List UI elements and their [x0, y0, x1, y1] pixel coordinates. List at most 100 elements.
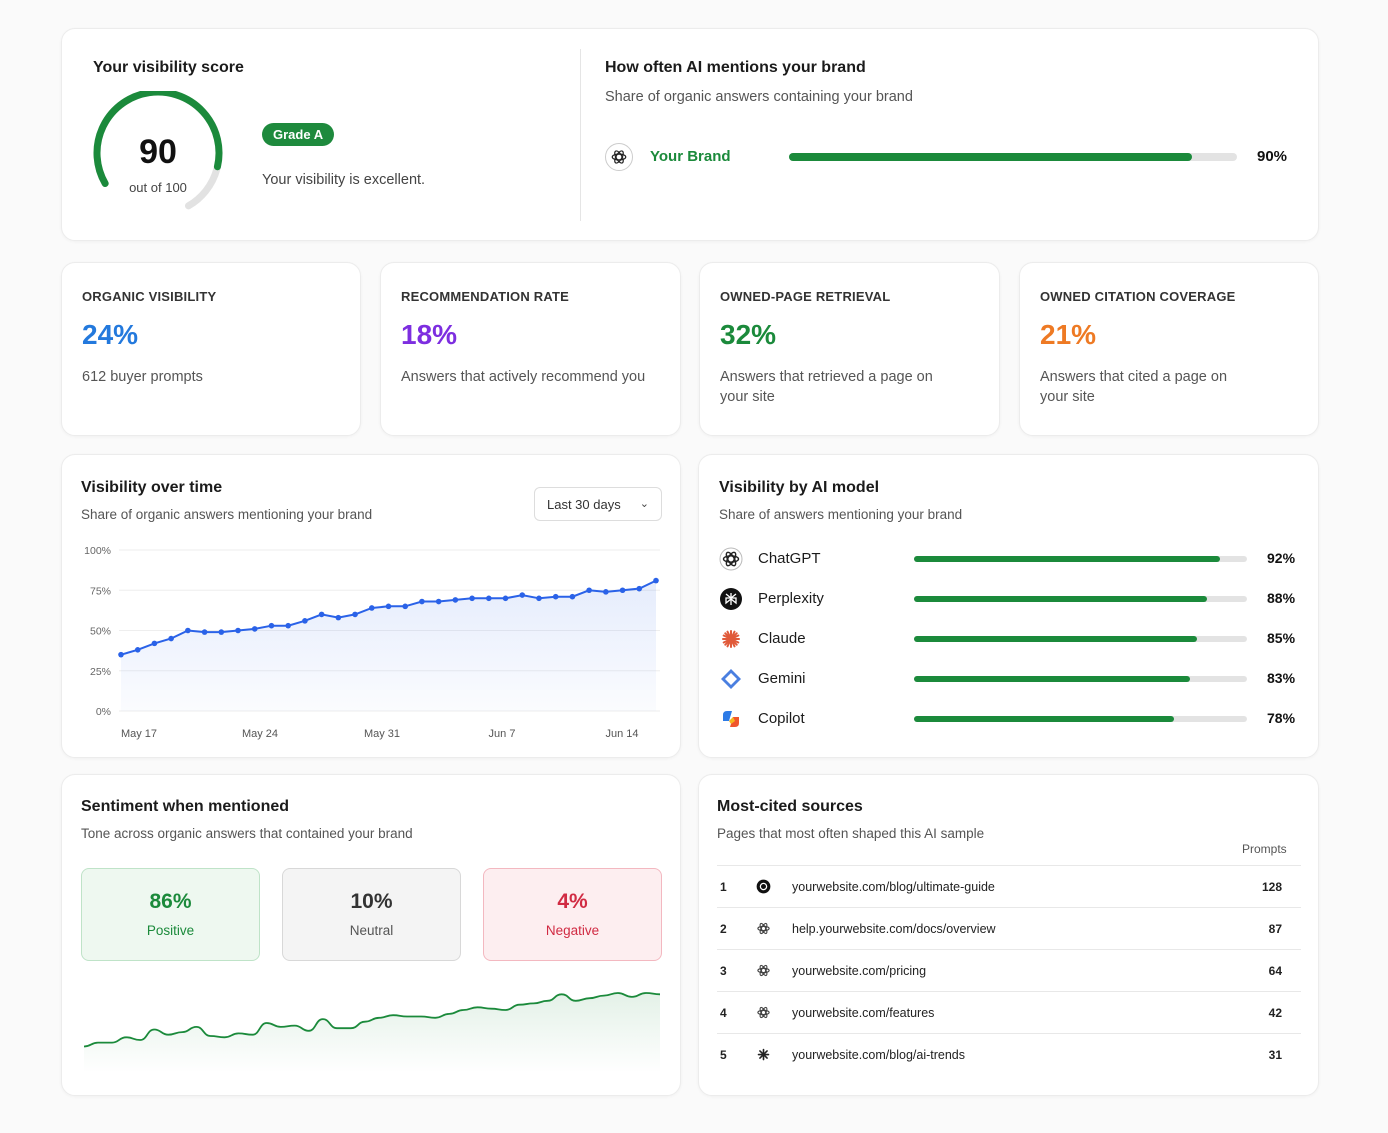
data-point — [185, 627, 191, 634]
perplexity-icon — [720, 588, 742, 610]
model-bar-fill — [914, 596, 1208, 602]
model-percent: 92% — [1267, 550, 1296, 566]
date-range-dropdown[interactable]: Last 30 days ⌄ — [534, 487, 662, 521]
x-tick-label: May 17 — [121, 728, 157, 740]
data-point — [469, 595, 475, 602]
data-point — [619, 587, 626, 594]
chart-subtitle: Share of organic answers mentioning your… — [81, 507, 373, 522]
models-subtitle: Share of answers mentioning your brand — [719, 507, 963, 522]
model-name: Copilot — [758, 710, 805, 727]
source-row[interactable]: 2 help.yourwebsite.com/docs/overview 87 — [717, 907, 1301, 949]
data-point — [268, 622, 275, 629]
sentiment-trend-sparkline — [83, 992, 661, 1073]
y-tick-label: 0% — [96, 706, 111, 718]
cited-title: Most-cited sources — [717, 798, 863, 815]
data-point — [552, 593, 559, 600]
data-point — [368, 605, 375, 611]
source-row[interactable]: 5 yourwebsite.com/blog/ai-trends 31 — [717, 1033, 1301, 1075]
sentiment-negative-value: 4% — [557, 890, 588, 913]
source-prompt-count: 31 — [1268, 1048, 1282, 1062]
model-percent: 85% — [1267, 630, 1296, 646]
sentiment-neutral-box: 10% Neutral — [282, 868, 461, 961]
gemini-icon — [721, 669, 741, 689]
source-url[interactable]: yourwebsite.com/blog/ai-trends — [792, 1048, 965, 1062]
data-point — [452, 597, 459, 603]
source-row[interactable]: 1 yourwebsite.com/blog/ultimate-guide 12… — [717, 865, 1301, 907]
data-point — [435, 598, 442, 605]
sentiment-neutral-label: Neutral — [349, 923, 394, 938]
source-url[interactable]: yourwebsite.com/features — [792, 1006, 935, 1020]
visibility-score-gauge — [93, 91, 223, 210]
y-tick-label: 75% — [90, 585, 111, 597]
data-point — [218, 629, 225, 635]
brand-mentions-bar — [789, 153, 1237, 161]
metric-label: OWNED CITATION COVERAGE — [1040, 289, 1236, 304]
model-bar — [914, 676, 1247, 682]
metric-label: ORGANIC VISIBILITY — [82, 289, 217, 304]
data-point — [352, 611, 358, 618]
data-point — [603, 589, 609, 595]
copilot-icon — [723, 711, 739, 727]
metric-description: Answers that retrieved a page on your si… — [720, 369, 933, 405]
metric-value: 18% — [401, 319, 458, 350]
metric-label: OWNED-PAGE RETRIEVAL — [720, 289, 891, 304]
source-rank: 2 — [720, 922, 727, 936]
source-url[interactable]: yourwebsite.com/pricing — [792, 964, 927, 978]
model-bar-fill — [914, 716, 1174, 722]
chatgpt-icon — [605, 143, 633, 171]
grade-description: Your visibility is excellent. — [262, 172, 426, 188]
mentions-title: How often AI mentions your brand — [605, 59, 866, 76]
perplexity-icon — [756, 879, 771, 894]
data-point — [251, 626, 258, 632]
data-point — [519, 592, 526, 598]
brand-name: Your Brand — [650, 148, 731, 165]
data-point — [636, 585, 643, 592]
source-url[interactable]: yourwebsite.com/blog/ultimate-guide — [792, 880, 995, 894]
model-percent: 78% — [1267, 710, 1296, 726]
visibility-over-time-card: Visibility over time Share of organic an… — [61, 454, 681, 758]
data-point — [486, 595, 492, 602]
claude-icon — [722, 630, 740, 648]
chatgpt-icon — [757, 964, 770, 977]
metric-value: 32% — [720, 319, 777, 350]
source-prompt-count: 87 — [1268, 922, 1282, 936]
model-bar-fill — [914, 556, 1221, 562]
model-bar-fill — [914, 636, 1198, 642]
source-prompt-count: 128 — [1261, 880, 1282, 894]
y-tick-label: 50% — [90, 626, 111, 638]
data-point — [285, 622, 291, 629]
chatgpt-icon — [757, 922, 770, 935]
sentiment-card: Sentiment when mentioned Tone across org… — [61, 774, 681, 1096]
model-row-perplexity: Perplexity 88% — [719, 587, 1299, 611]
chevron-down-icon: ⌄ — [639, 498, 649, 510]
sentiment-positive-label: Positive — [146, 923, 195, 938]
prompts-column-header: Prompts — [1242, 842, 1287, 856]
visibility-score-max: out of 100 — [129, 180, 187, 195]
sentiment-neutral-value: 10% — [350, 890, 393, 913]
metric-description: Answers that actively recommend you — [401, 369, 646, 385]
source-row[interactable]: 3 yourwebsite.com/pricing 64 — [717, 949, 1301, 991]
data-point — [335, 614, 342, 621]
model-row-copilot: Copilot 78% — [719, 707, 1299, 731]
visibility-score-value: 90 — [139, 133, 177, 171]
chatgpt-icon — [757, 1006, 770, 1019]
metric-value: 24% — [82, 319, 139, 350]
source-url[interactable]: help.yourwebsite.com/docs/overview — [792, 922, 996, 936]
model-row-chatgpt: ChatGPT 92% — [719, 547, 1299, 571]
model-bar — [914, 716, 1247, 722]
area-fill — [121, 580, 656, 711]
grade-badge: Grade A — [262, 123, 335, 146]
data-point — [536, 595, 542, 602]
model-name: Gemini — [758, 670, 806, 687]
metric-card-owned-citation-coverage: OWNED CITATION COVERAGE 21% Answers that… — [1019, 262, 1319, 436]
y-tick-label: 100% — [84, 545, 111, 557]
model-name: ChatGPT — [758, 550, 821, 567]
x-tick-label: May 24 — [242, 728, 278, 740]
visibility-summary-card: Your visibility score 90 out of 100 Grad… — [61, 28, 1319, 241]
model-percent: 83% — [1267, 670, 1296, 686]
chart-title: Visibility over time — [81, 479, 223, 496]
source-prompt-count: 42 — [1268, 1006, 1282, 1020]
source-row[interactable]: 4 yourwebsite.com/features 42 — [717, 991, 1301, 1033]
claude-icon — [757, 1048, 770, 1061]
data-point — [235, 627, 241, 634]
